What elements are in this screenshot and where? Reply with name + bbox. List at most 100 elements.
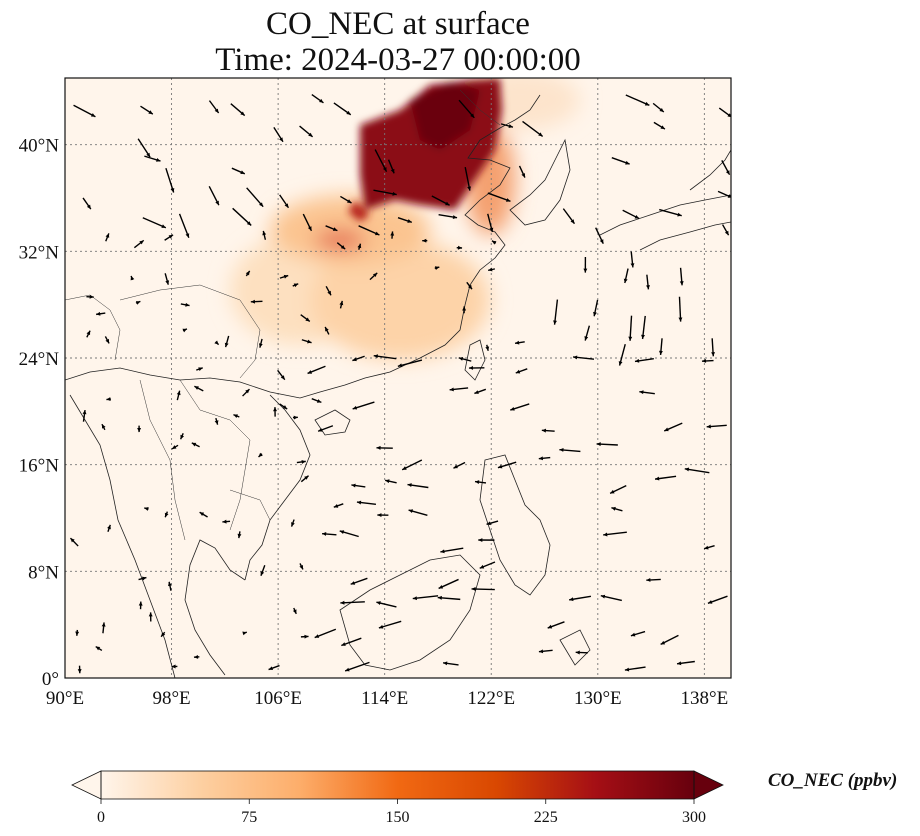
wind-arrow (311, 93, 324, 104)
wind-arrow (106, 397, 111, 402)
wind-arrow (357, 243, 362, 250)
korean-peninsula (509, 138, 571, 226)
wind-arrow (559, 448, 581, 453)
china-coastline (65, 94, 541, 399)
wind-arrow (387, 159, 395, 174)
wind-arrow (300, 634, 309, 639)
wind-arrow (224, 335, 230, 348)
wind-arrow (701, 358, 714, 363)
india-myanmar-border (65, 294, 121, 361)
wind-arrow (514, 340, 525, 345)
wind-arrow (464, 167, 472, 191)
wind-arrow (137, 425, 142, 433)
wind-arrow (468, 366, 485, 370)
wind-arrow (300, 475, 309, 483)
wind-arrow (317, 425, 334, 432)
wind-arrow (299, 125, 314, 138)
wind-arrow (352, 355, 365, 362)
wind-arrow (676, 660, 695, 666)
lon-tick-label: 138°E (681, 688, 729, 709)
colorbar-body (101, 771, 694, 799)
wind-arrow (214, 417, 219, 425)
plume-haze-central (310, 240, 490, 360)
lat-tick-label: 8°N (28, 562, 59, 583)
map-frame (64, 77, 732, 679)
wind-arrow (625, 94, 650, 106)
wind-arrow (300, 314, 311, 323)
lon-tick-label: 130°E (574, 688, 622, 709)
philippines-islands (479, 454, 551, 596)
wind-arrow (307, 365, 326, 375)
coastlines (65, 94, 731, 678)
lat-tick-label: 32°N (19, 242, 60, 263)
wind-arrow (458, 99, 475, 119)
wind-arrow (176, 390, 181, 401)
wind-arrow (182, 328, 188, 333)
wind-arrow (193, 654, 200, 659)
wind-arrow (135, 300, 141, 305)
wind-arrow (314, 628, 337, 639)
wind-arrow (290, 519, 295, 527)
wind-arrow (107, 524, 111, 532)
borneo-coastline (339, 554, 481, 671)
wind-arrow (138, 601, 143, 610)
wind-arrow (646, 274, 650, 290)
wind-arrow (341, 637, 362, 647)
taiwan-island (464, 339, 486, 381)
japan-south-coast (639, 221, 731, 251)
wind-arrow (142, 217, 167, 229)
wind-arrow (596, 442, 618, 447)
lon-tick-label: 114°E (361, 688, 408, 709)
wind-arrow (214, 340, 220, 346)
wind-arrow (397, 359, 423, 368)
wind-arrow (603, 531, 627, 537)
plume-core-beijing (410, 82, 480, 150)
wind-arrow (258, 452, 263, 458)
wind-arrow (609, 484, 627, 495)
wind-arrow (510, 403, 530, 411)
wind-arrow (302, 213, 313, 232)
wind-arrow (438, 214, 458, 219)
wind-arrow (385, 479, 397, 484)
wind-arrow (611, 157, 630, 165)
wind-arrow (453, 461, 466, 469)
wind-arrow (101, 423, 106, 431)
colorbar-extend-max (693, 770, 724, 800)
wind-arrow (164, 511, 169, 518)
wind-arrow (654, 475, 677, 481)
wind-arrow (706, 424, 727, 429)
wind-arrow (547, 621, 565, 629)
wind-arrow (242, 388, 250, 397)
wind-arrow (279, 274, 289, 279)
wind-arrow (440, 547, 464, 554)
wind-arrow (721, 224, 730, 236)
wind-arrow (478, 538, 495, 542)
wind-arrow (663, 422, 683, 432)
wind-arrow (679, 267, 684, 286)
wind-arrow (434, 266, 440, 270)
hainan-island (314, 409, 351, 436)
wind-arrow (538, 456, 551, 461)
wind-arrow (75, 629, 80, 636)
wind-arrow (541, 428, 555, 433)
wind-arrow (95, 645, 103, 652)
wind-arrow (624, 666, 646, 672)
wind-arrow (438, 578, 459, 590)
wind-arrow (456, 245, 463, 250)
wind-arrow (86, 330, 91, 338)
wind-arrow (199, 511, 208, 518)
wind-arrow (138, 576, 147, 581)
wind-arrow (703, 545, 715, 550)
wind-arrow (721, 160, 731, 176)
wind-arrow (378, 620, 402, 629)
wind-vectors (69, 93, 731, 674)
wind-arrow (487, 267, 496, 272)
wind-arrow (336, 242, 346, 250)
colorbar-tick-label: 300 (682, 809, 706, 826)
wind-arrow (350, 577, 368, 585)
wind-arrow (279, 403, 288, 410)
wind-arrow (491, 240, 497, 245)
wind-arrow (104, 336, 110, 344)
wind-arrow (584, 325, 591, 341)
wind-arrow (340, 195, 352, 204)
